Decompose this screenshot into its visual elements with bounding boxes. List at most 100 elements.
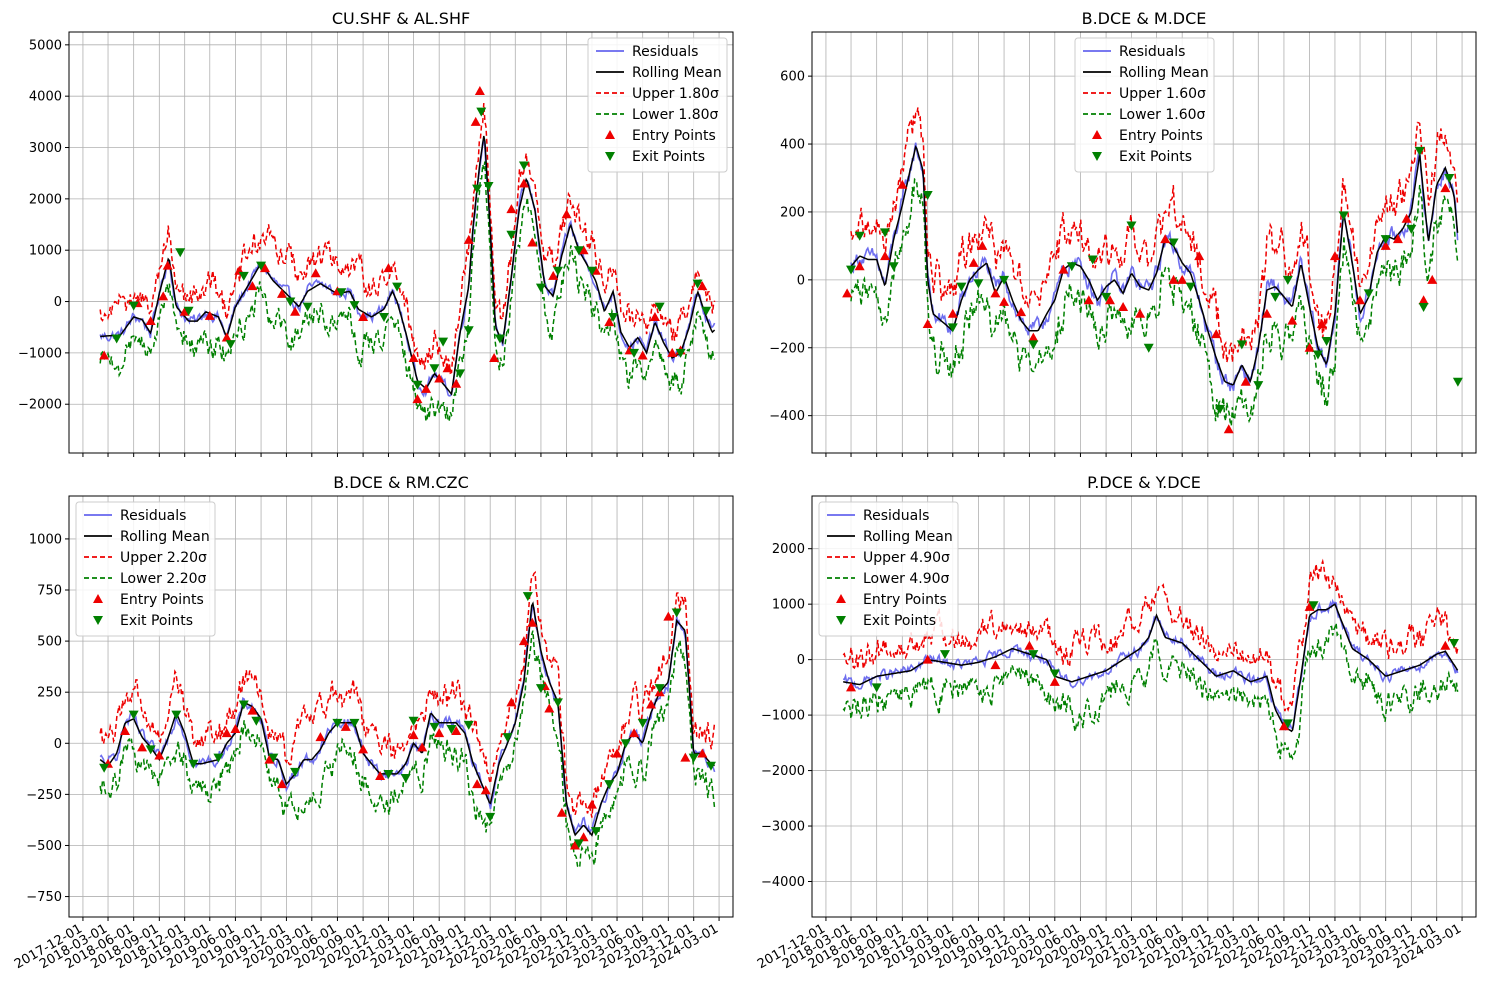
exit-point-marker [1312,350,1323,360]
upper-band-line [850,107,1459,363]
entry-point-marker [1118,302,1129,312]
entry-point-marker [1304,601,1315,611]
legend-label: Entry Points [863,592,947,608]
axes-frame [68,31,734,454]
entry-point-marker [230,723,241,733]
legend-label: Residuals [1119,44,1185,60]
exit-point-marker [854,231,865,241]
entry-point-marker [527,617,538,627]
exit-point-marker [268,753,279,763]
entry-point-marker [646,699,657,709]
chart-title: B.DCE & RM.CZC [333,473,469,492]
exit-point-marker [1143,343,1154,353]
entry-point-marker [1104,295,1115,305]
entry-point-marker [1058,264,1069,274]
exit-point-marker [522,592,533,602]
y-tick-label: −750 [26,890,62,905]
exit-point-marker [620,739,631,749]
entry-point-marker [276,779,287,789]
legend-label: Lower 1.60σ [1119,107,1206,123]
exit-point-marker [518,161,529,171]
grid [69,32,733,453]
entry-point-marker [489,353,500,363]
exit-point-marker [701,306,712,316]
exit-point-marker [1452,377,1463,387]
residuals-line [99,604,716,836]
legend-swatch [836,616,846,625]
y-tick-label: 0 [54,737,62,752]
y-tick-label: 750 [37,584,62,599]
y-tick-label: 3000 [29,141,62,156]
legend-label: Lower 4.90σ [863,571,950,587]
exit-point-marker [629,348,640,358]
lower-band-line [850,177,1459,427]
exit-point-marker [494,334,505,344]
exit-point-marker [552,698,563,708]
y-tick-label: 0 [797,653,805,668]
exit-point-marker [671,608,682,618]
entry-point-marker [697,281,708,291]
exit-point-marker [171,710,182,720]
y-tick-label: −250 [26,788,62,803]
entry-point-marker [463,234,474,244]
exit-point-marker [675,348,686,358]
exit-point-marker [1270,292,1281,302]
entry-point-marker [204,310,215,320]
entry-point-marker [412,394,423,404]
y-tick-label: 1000 [772,598,805,613]
entry-point-marker [137,742,148,752]
exit-point-marker [128,710,139,720]
entry-point-marker [434,373,445,383]
y-tick-label: −500 [26,839,62,854]
plot-area [842,107,1463,434]
legend: Residuals Rolling Mean Upper 1.60σ Lower 1.… [1074,37,1215,173]
entry-point-marker [561,209,572,219]
entry-point-marker [162,260,173,270]
legend: Residuals Rolling Mean Upper 2.20σ Lower 2.… [75,501,216,637]
exit-point-marker [846,265,857,275]
legend-swatch [1092,152,1102,161]
entry-point-marker [247,705,258,715]
entry-point-marker [1083,295,1094,305]
exit-point-marker [429,364,440,374]
entry-point-marker [663,611,674,621]
entry-point-marker [569,840,580,850]
entry-point-marker [145,316,156,326]
chart-title: CU.SHF & AL.SHF [332,9,470,28]
entry-point-marker [1211,329,1222,339]
exit-point-marker [888,262,899,272]
y-tick-label: 2000 [29,192,62,207]
exit-point-marker [654,684,665,694]
legend-label: Rolling Mean [120,529,210,545]
entry-point-marker [408,730,419,740]
exit-point-marker [175,248,186,258]
legend-label: Upper 1.60σ [1119,86,1206,102]
entry-point-marker [548,270,559,280]
exit-point-marker [1444,173,1455,183]
entry-point-marker [1287,315,1298,325]
lower-band-line [99,161,716,424]
entry-point-marker [1024,640,1035,650]
entry-point-marker [472,779,483,789]
exit-point-marker [383,769,394,779]
exit-point-marker [1049,669,1060,679]
entry-point-marker [408,353,419,363]
y-tick-label: 2000 [772,542,805,557]
entry-point-marker [1427,274,1438,284]
y-tick-label: −400 [769,409,805,424]
entry-point-marker [578,245,589,255]
exit-point-marker [302,302,313,312]
entry-point-marker [922,318,933,328]
lower-band-line [99,630,716,869]
entry-point-marker [1440,640,1451,650]
exit-point-marker [285,297,296,307]
lower-band-line [842,622,1459,762]
entry-point-marker [154,750,165,760]
y-tick-label: −2000 [761,764,805,779]
exit-point-marker [590,827,601,837]
entry-point-marker [1329,251,1340,261]
exit-point-marker [1380,235,1391,245]
exit-point-marker [1066,262,1077,272]
entry-point-marker [990,660,1001,670]
